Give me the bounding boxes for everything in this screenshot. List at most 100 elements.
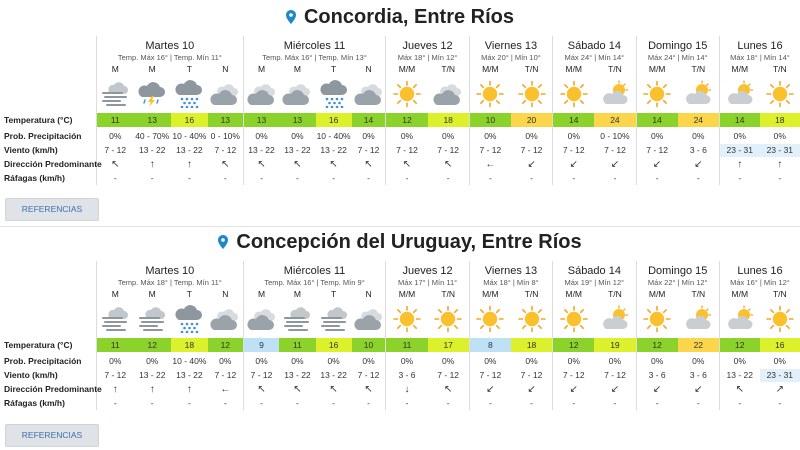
day-name: Viernes 13 xyxy=(468,261,553,277)
period-label: T/N xyxy=(772,64,787,74)
temperature-value: 14 xyxy=(636,112,678,127)
day-name: Lunes 16 xyxy=(718,36,800,52)
gusts-value: - xyxy=(635,396,678,410)
period-label: M/M xyxy=(552,62,595,76)
wind-cloud-icon xyxy=(100,305,130,333)
wind-speed-value: 7 - 12 xyxy=(385,143,428,157)
rain-icon xyxy=(174,80,204,108)
day-max-min: Máx 22° | Mín 12° xyxy=(635,277,720,287)
temperature-value: 9 xyxy=(243,337,280,352)
sun-icon xyxy=(765,305,795,333)
precipitation-value: 0% xyxy=(635,354,678,368)
day-max-min: Temp. Máx 18° | Temp. Mín 11° xyxy=(95,277,244,287)
precipitation-value: 0% xyxy=(362,131,375,141)
day-max-min: Máx 18° | Mín 12° xyxy=(385,52,470,62)
wind-direction-arrow: ↑ xyxy=(737,158,743,170)
temperature-value: 13 xyxy=(243,112,280,127)
precipitation-value: 0% xyxy=(773,356,786,366)
period-label: T/N xyxy=(608,289,622,299)
precipitation-value: 40 - 70% xyxy=(135,131,170,141)
precipitation-value: 0% xyxy=(291,356,304,366)
day-max-min: Máx 18° | Mín 14° xyxy=(718,52,800,62)
temperature-value: 18 xyxy=(510,337,553,352)
temperature-value: 12 xyxy=(133,337,171,352)
day-max-min: Máx 16° | Mín 12° xyxy=(718,277,800,287)
wind-direction-arrow: ↓ xyxy=(404,383,410,395)
cloudy-icon xyxy=(246,305,277,333)
cloudy-icon xyxy=(353,305,384,333)
period-label: M xyxy=(293,289,301,299)
period-label: N xyxy=(222,289,229,299)
precipitation-value: 0% xyxy=(146,356,159,366)
period-label: T xyxy=(186,289,192,299)
cloudy-icon xyxy=(246,80,277,108)
wind-direction-arrow: ← xyxy=(220,383,231,395)
precipitation-value: 0% xyxy=(327,356,340,366)
wind-direction-arrow: ↖ xyxy=(221,158,230,170)
day-name: Jueves 12 xyxy=(385,261,470,277)
temperature-value: 16 xyxy=(170,112,208,127)
sun-icon xyxy=(392,80,422,108)
wind-speed-value: 7 - 12 xyxy=(468,368,511,382)
wind-speed-value: 7 - 12 xyxy=(520,370,543,380)
temperature-value: 14 xyxy=(351,112,386,127)
wind-direction-arrow: ↖ xyxy=(257,383,266,395)
period-label: M/M xyxy=(718,62,760,76)
wind-cloud-icon xyxy=(100,80,130,108)
references-button[interactable]: REFERENCIAS xyxy=(5,424,99,447)
day-max-min: Máx 19° | Mín 12° xyxy=(552,277,637,287)
row-label-precipitation: Prob. Precipitación xyxy=(4,356,82,366)
period-label: M xyxy=(95,62,134,76)
precipitation-value: 0% xyxy=(692,356,705,366)
wind-direction-arrow: ↙ xyxy=(569,383,578,395)
period-label: T xyxy=(331,64,337,74)
partly-cloudy-icon xyxy=(725,80,755,108)
section-divider xyxy=(0,226,800,227)
gusts-value: - xyxy=(150,173,154,183)
wind-speed-value: 7 - 12 xyxy=(552,368,595,382)
precipitation-value: 0% xyxy=(552,354,595,368)
gusts-value: - xyxy=(332,398,336,408)
period-label: M/M xyxy=(635,62,678,76)
gusts-value: - xyxy=(718,396,760,410)
gusts-value: - xyxy=(696,173,700,183)
temperature-value: 12 xyxy=(636,337,678,352)
gusts-value: - xyxy=(385,171,428,185)
sun-icon xyxy=(475,80,505,108)
wind-speed-value: 3 - 6 xyxy=(635,368,678,382)
precipitation-value: 0 - 10% xyxy=(600,131,630,141)
wind-speed-value: 13 - 22 xyxy=(284,370,311,380)
period-label: M/M xyxy=(385,62,428,76)
gusts-value: - xyxy=(223,173,227,183)
period-label: T/N xyxy=(441,64,456,74)
partly-cloudy-icon xyxy=(600,80,630,108)
wind-direction-arrow: ↑ xyxy=(149,158,155,170)
gusts-value: - xyxy=(718,171,760,185)
precipitation-value: 0% xyxy=(242,129,280,143)
period-label: N xyxy=(365,289,372,299)
gusts-value: - xyxy=(552,396,595,410)
wind-direction-arrow: ↙ xyxy=(652,383,662,395)
gusts-value: - xyxy=(530,173,533,183)
wind-direction-arrow: ↖ xyxy=(443,158,453,170)
precipitation-value: 0 - 10% xyxy=(210,131,240,141)
wind-speed-value: 13 - 22 xyxy=(242,143,280,157)
wind-direction-arrow: ↖ xyxy=(111,158,120,170)
wind-direction-arrow: ↖ xyxy=(293,158,302,170)
sun-icon xyxy=(642,80,672,108)
wind-speed-value: 13 - 22 xyxy=(320,145,347,155)
wind-speed-value: 7 - 12 xyxy=(357,145,380,155)
period-label: T/N xyxy=(524,289,539,299)
precipitation-value: 0% xyxy=(718,129,760,143)
gusts-value: - xyxy=(530,398,533,408)
gusts-value: - xyxy=(778,398,782,408)
references-button[interactable]: REFERENCIAS xyxy=(5,198,99,221)
period-label: M/M xyxy=(718,287,760,301)
wind-speed-value: 13 - 22 xyxy=(320,370,347,380)
period-label: M/M xyxy=(468,62,511,76)
temperature-value: 10 xyxy=(469,112,511,127)
location-pin-icon xyxy=(218,235,229,249)
day-name: Martes 10 xyxy=(95,261,244,277)
temperature-value: 20 xyxy=(510,112,553,127)
precipitation-value: 0% xyxy=(552,129,595,143)
